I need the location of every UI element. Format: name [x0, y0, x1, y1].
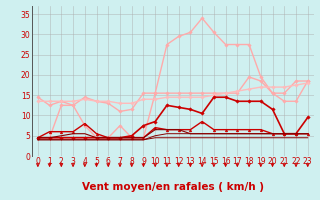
X-axis label: Vent moyen/en rafales ( km/h ): Vent moyen/en rafales ( km/h ): [82, 182, 264, 192]
